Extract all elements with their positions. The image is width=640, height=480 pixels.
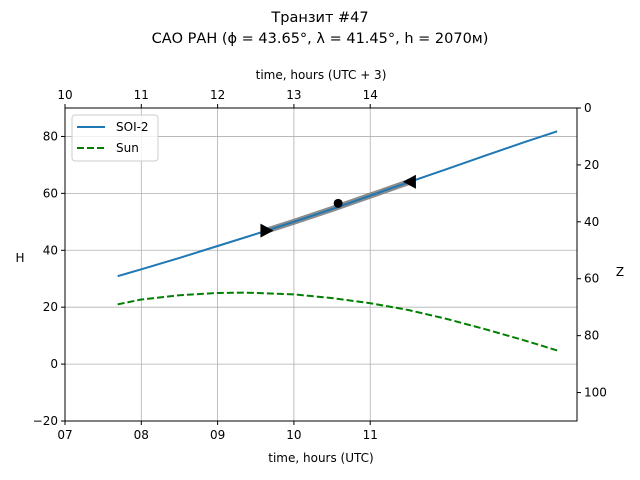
plot-frame [64, 107, 578, 422]
x-top-axis-label: time, hours (UTC + 3) [256, 68, 387, 82]
y-tick-label: 60 [43, 186, 58, 200]
ticks: 07 08 09 10 11 10 11 12 13 14 −20 0 20 40 60 80 0 20 40 60 8… [33, 88, 607, 442]
x-top-tick-label: 12 [210, 88, 225, 102]
x-top-tick-label: 14 [363, 88, 378, 102]
x-tick-label: 08 [134, 428, 149, 442]
x-tick-label: 07 [57, 428, 72, 442]
x-axis-label: time, hours (UTC) [268, 451, 373, 465]
legend: SOI-2 Sun [71, 114, 159, 162]
y-right-tick-label: 0 [584, 101, 592, 115]
y-tick-label: 20 [43, 300, 58, 314]
series-line-sun [117, 291, 558, 352]
legend-label-soi2: SOI-2 [116, 120, 149, 134]
chart-title: Транзит #47 [270, 10, 368, 26]
y-right-tick-label: 20 [584, 158, 599, 172]
y-right-tick-label: 100 [584, 386, 607, 400]
transit-start-marker [260, 223, 274, 238]
x-tick-label: 11 [363, 428, 378, 442]
y-right-axis-label: Z [616, 265, 624, 279]
y-tick-label: 40 [43, 243, 58, 257]
transit-end-marker [402, 174, 416, 189]
x-top-tick-label: 13 [286, 88, 301, 102]
y-tick-label: 0 [50, 357, 58, 371]
y-right-tick-label: 80 [584, 329, 599, 343]
x-top-tick-label: 10 [57, 88, 72, 102]
chart-subtitle: САО РАН (ϕ = 43.65°, λ = 41.45°, h = 207… [152, 31, 489, 47]
x-tick-label: 09 [210, 428, 225, 442]
y-right-tick-label: 60 [584, 272, 599, 286]
transit-mid-point [333, 198, 343, 208]
x-tick-label: 10 [286, 428, 301, 442]
y-right-tick-label: 40 [584, 215, 599, 229]
y-tick-label: −20 [33, 414, 58, 428]
y-tick-label: 80 [43, 129, 58, 143]
y-axis-label: H [15, 251, 24, 265]
plot-marks [117, 130, 558, 352]
x-top-tick-label: 11 [134, 88, 149, 102]
legend-label-sun: Sun [116, 141, 139, 155]
